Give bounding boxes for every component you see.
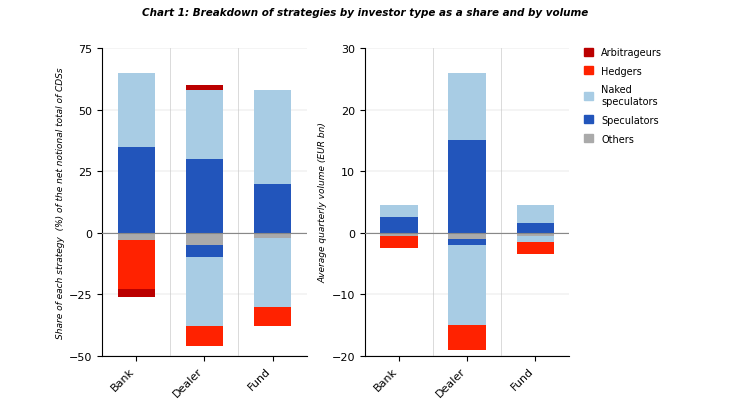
Bar: [254, 307, 291, 326]
Bar: [185, 258, 223, 326]
Bar: [380, 205, 418, 218]
Bar: [118, 290, 155, 297]
Bar: [448, 239, 486, 245]
Bar: [380, 233, 418, 236]
Bar: [118, 233, 155, 240]
Bar: [185, 91, 223, 160]
Bar: [448, 245, 486, 325]
Bar: [517, 236, 554, 242]
Bar: [254, 233, 291, 238]
Bar: [254, 184, 291, 233]
Bar: [118, 74, 155, 147]
Legend: Arbitrageurs, Hedgers, Naked
speculators, Speculators, Others: Arbitrageurs, Hedgers, Naked speculators…: [585, 48, 662, 144]
Bar: [185, 86, 223, 91]
Bar: [517, 233, 554, 236]
Bar: [118, 240, 155, 290]
Bar: [185, 233, 223, 245]
Bar: [118, 147, 155, 233]
Bar: [185, 326, 223, 346]
Bar: [517, 242, 554, 254]
Bar: [380, 218, 418, 233]
Bar: [185, 245, 223, 258]
Bar: [448, 233, 486, 239]
Bar: [448, 325, 486, 350]
Bar: [448, 74, 486, 141]
Y-axis label: Share of each strategy  (%) of the net notional total of CDSs: Share of each strategy (%) of the net no…: [55, 67, 65, 338]
Bar: [185, 160, 223, 233]
Text: Chart 1: Breakdown of strategies by investor type as a share and by volume: Chart 1: Breakdown of strategies by inve…: [142, 8, 588, 18]
Bar: [254, 238, 291, 307]
Bar: [380, 236, 418, 248]
Bar: [517, 205, 554, 224]
Bar: [254, 91, 291, 184]
Bar: [448, 141, 486, 233]
Y-axis label: Average quarterly volume (EUR bn): Average quarterly volume (EUR bn): [318, 122, 328, 283]
Bar: [517, 224, 554, 233]
